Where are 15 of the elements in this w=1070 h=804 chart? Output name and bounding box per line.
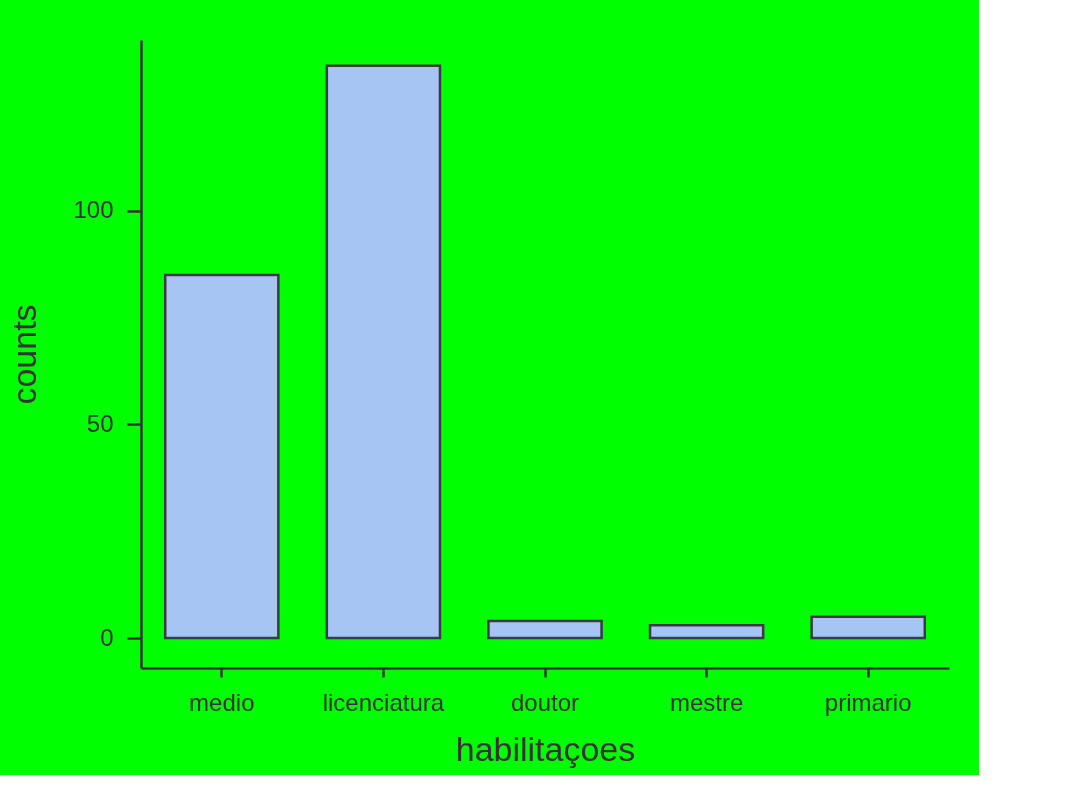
x-axis-title: habilitaçoes — [455, 729, 636, 768]
x-tick-label: doutor — [510, 688, 580, 716]
bar — [487, 619, 603, 640]
x-tick-label: licenciatura — [322, 688, 445, 716]
y-tick-label: 50 — [86, 409, 114, 437]
x-tick-label: primario — [824, 688, 912, 716]
y-tick-label: 100 — [73, 196, 114, 224]
x-tick-label: medio — [189, 688, 255, 716]
bar — [325, 64, 442, 640]
bar — [163, 273, 280, 640]
x-tick-label: mestre — [669, 688, 744, 716]
y-axis-title: counts — [5, 304, 44, 405]
bar — [648, 624, 765, 640]
y-tick-label: 0 — [100, 623, 114, 651]
bar — [810, 615, 927, 640]
